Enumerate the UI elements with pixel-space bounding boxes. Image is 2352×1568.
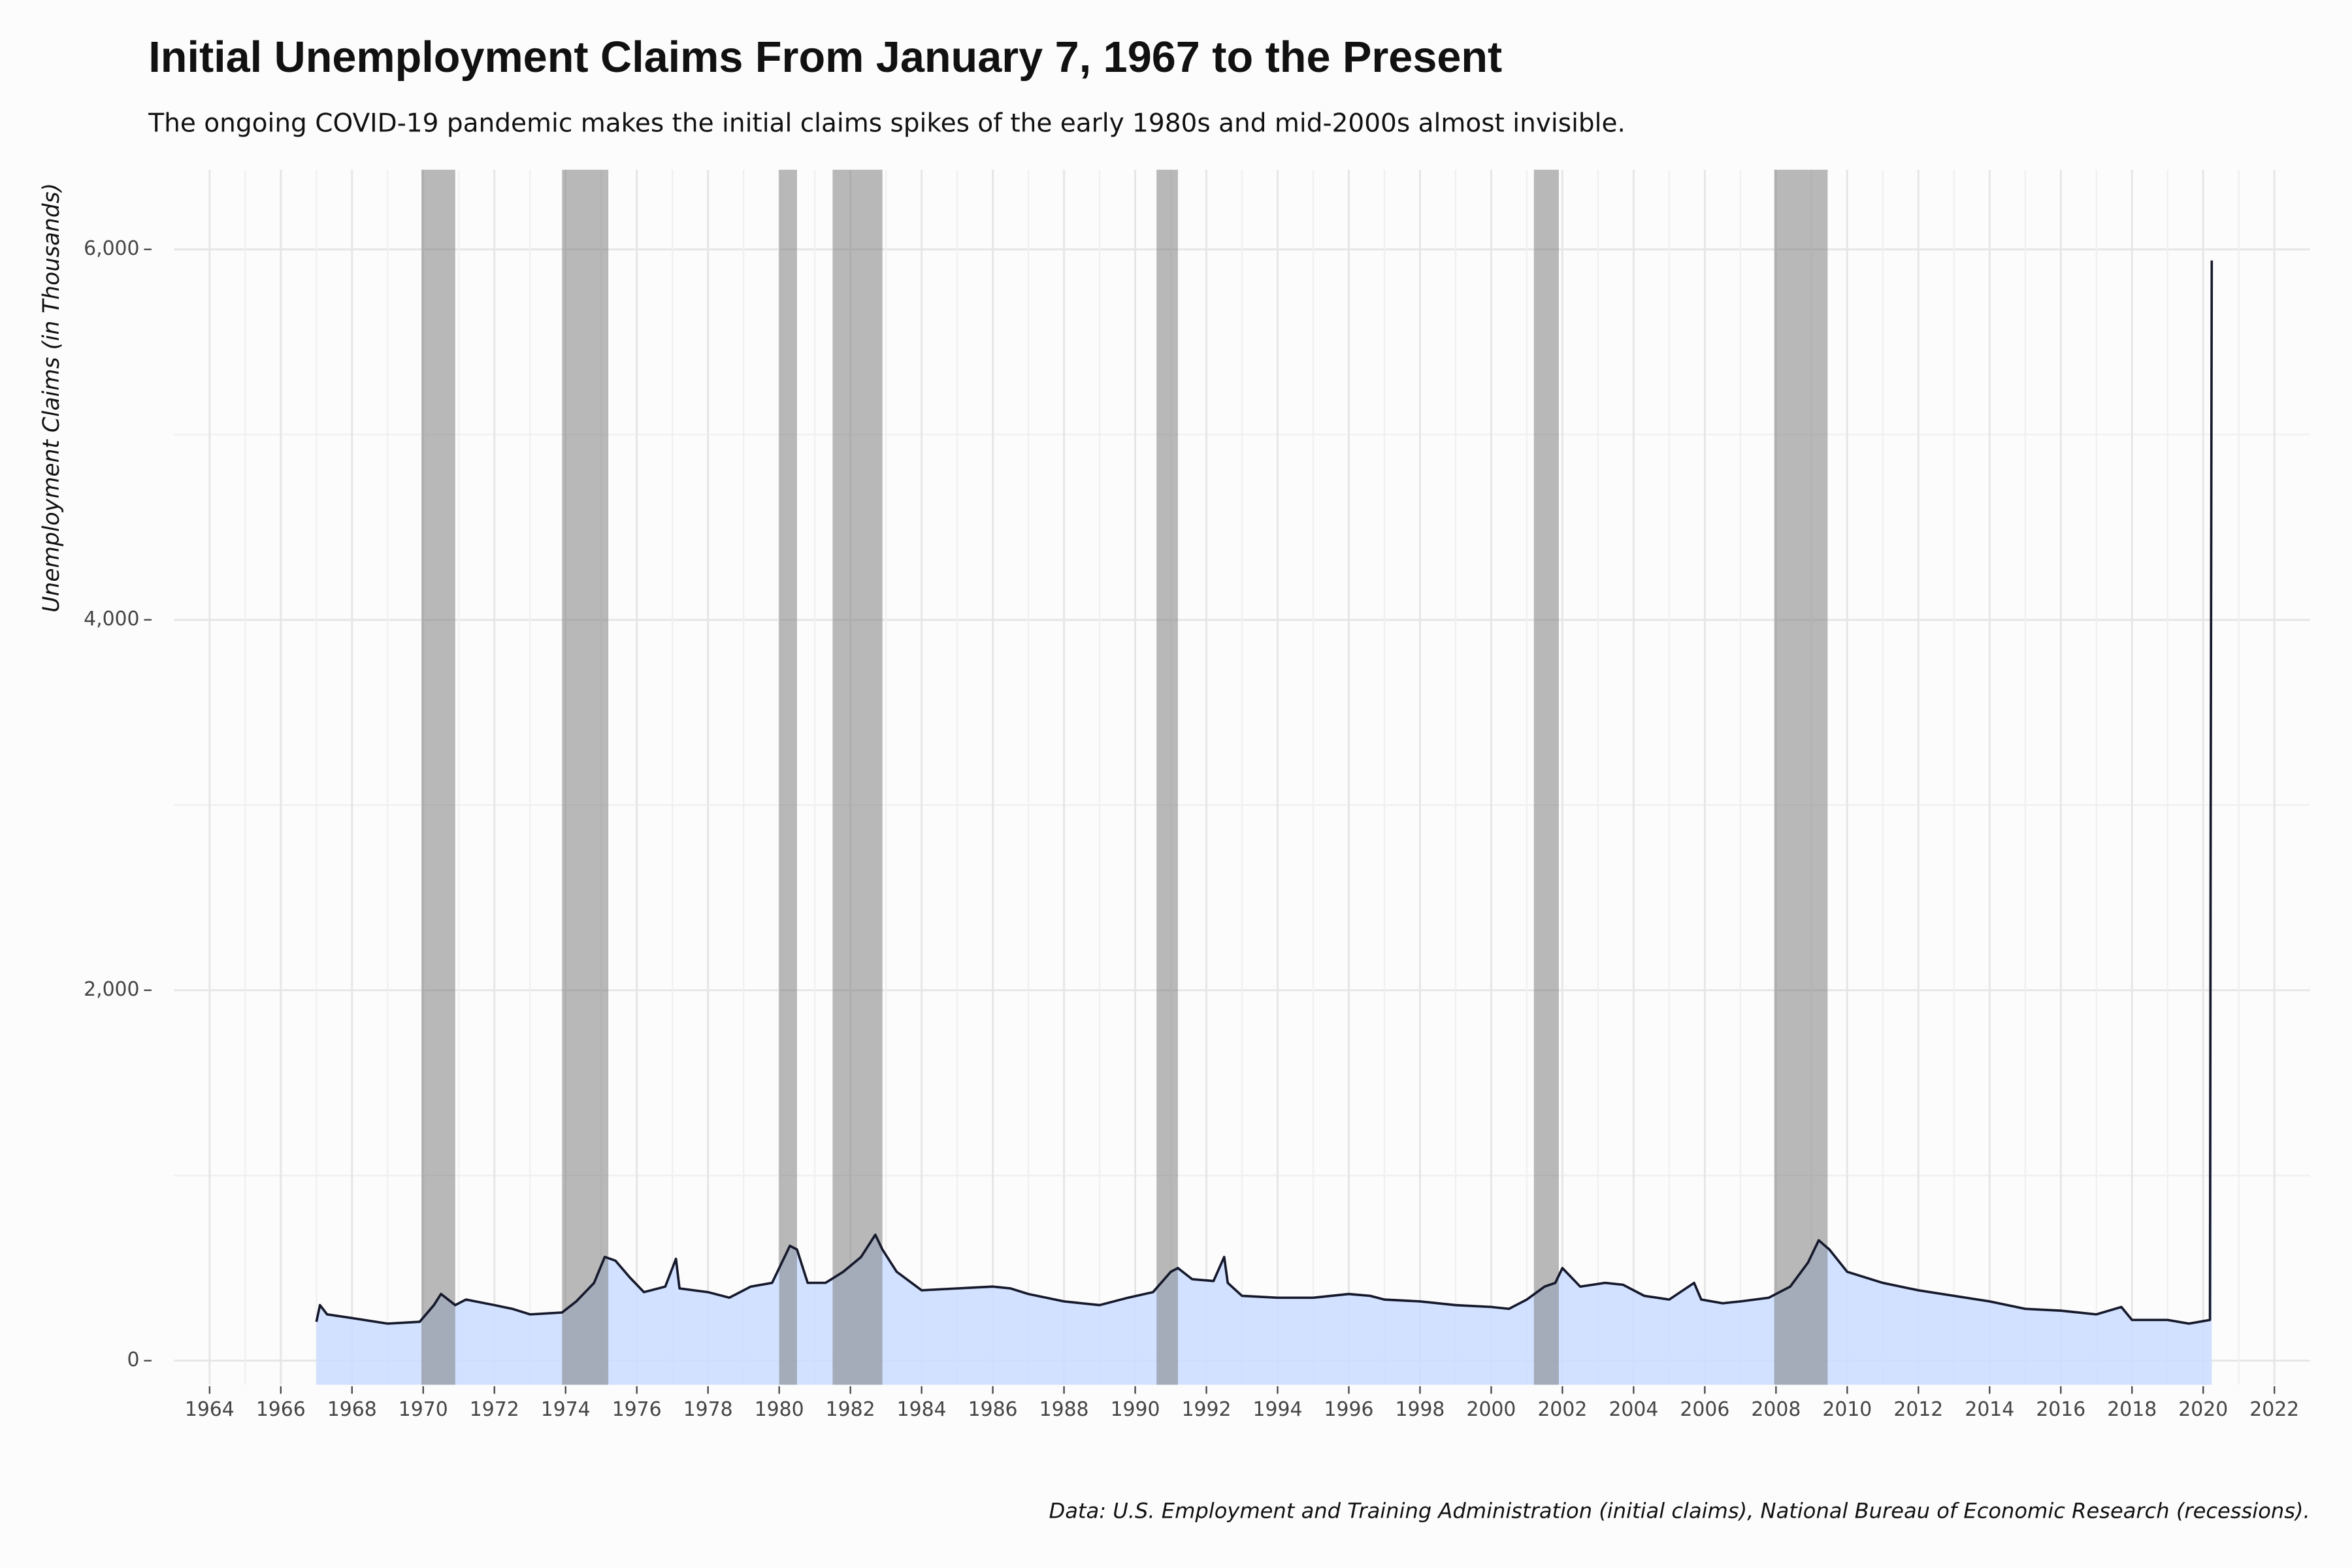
x-tick-label: 1972 [470,1398,519,1421]
x-tick-label: 2014 [1965,1398,2014,1421]
x-tick-label: 2016 [2036,1398,2085,1421]
x-tick-label: 1964 [185,1398,235,1421]
x-tick-label: 1974 [541,1398,591,1421]
recession-band [562,169,609,1385]
x-tick-label: 2008 [1751,1398,1801,1421]
x-tick-label: 1984 [897,1398,947,1421]
caption: Data: U.S. Employment and Training Admin… [1049,1499,2310,1524]
recession-band [1533,169,1559,1385]
x-tick-label: 1992 [1182,1398,1232,1421]
x-tick-label: 1980 [755,1398,804,1421]
x-tick-label: 1990 [1111,1398,1160,1421]
x-tick-label: 1982 [826,1398,875,1421]
x-tick-label: 2018 [2107,1398,2157,1421]
x-tick-label: 1966 [256,1398,306,1421]
chart-title: Initial Unemployment Claims From January… [148,33,1502,82]
y-tick-label: 0 [127,1348,140,1371]
y-tick-label: 4,000 [84,608,139,630]
x-tick-label: 2012 [1893,1398,1943,1421]
x-tick-label: 1976 [612,1398,662,1421]
x-tick-label: 1978 [683,1398,733,1421]
chart-subtitle: The ongoing COVID-19 pandemic makes the … [148,108,1625,138]
x-tick-label: 1994 [1253,1398,1303,1421]
y-axis-label: Unemployment Claims (in Thousands) [39,183,65,613]
x-tick-label: 1968 [327,1398,377,1421]
x-tick-label: 1996 [1324,1398,1374,1421]
grid: 0 2,000 4,000 6,000 1964 1966 1968 1970 1972 1974… [84,169,2310,1421]
x-tick-label: 2002 [1537,1398,1587,1421]
line [315,260,2213,1325]
x-tick-label: 1988 [1039,1398,1089,1421]
recession-band [779,169,797,1385]
recession-band [832,169,883,1385]
x-tick-label: 2022 [2249,1398,2299,1421]
x-tick-label: 2010 [1822,1398,1872,1421]
recession-band [421,169,455,1385]
x-tick-label: 1998 [1396,1398,1445,1421]
x-tick-label: 2006 [1680,1398,1729,1421]
recession-band [1156,169,1178,1385]
x-tick-label: 1986 [968,1398,1018,1421]
plot [315,169,2213,1385]
x-tick-label: 2004 [1609,1398,1658,1421]
y-tick-label: 2,000 [84,978,139,1001]
x-tick-label: 2020 [2178,1398,2228,1421]
recession-band [1774,169,1828,1385]
x-tick-label: 1970 [399,1398,448,1421]
y-tick-label: 6,000 [84,237,139,260]
x-tick-label: 2000 [1466,1398,1516,1421]
